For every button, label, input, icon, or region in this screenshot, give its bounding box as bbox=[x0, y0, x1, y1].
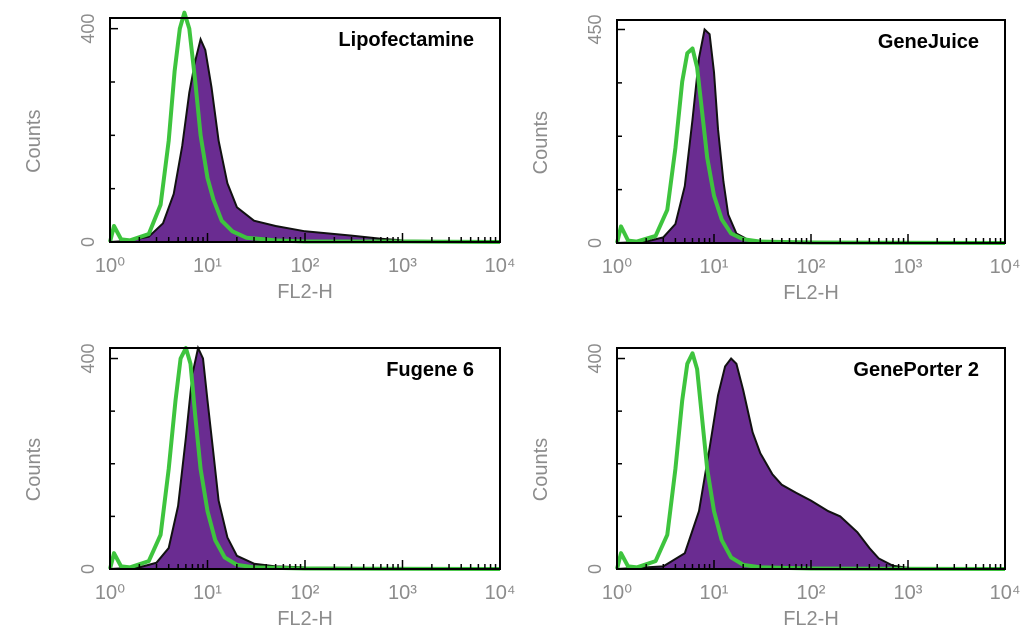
x-tick-label: 10² bbox=[291, 582, 320, 604]
x-axis-label: FL2-H bbox=[783, 608, 839, 630]
x-tick-label: 10³ bbox=[894, 256, 923, 278]
y-axis-label: Counts bbox=[23, 110, 45, 173]
x-axis-label: FL2-H bbox=[783, 282, 839, 304]
x-tick-label: 10¹ bbox=[193, 582, 222, 604]
x-tick-label: 10¹ bbox=[700, 582, 729, 604]
y-tick-label: 400 bbox=[78, 344, 98, 374]
y-axis-label: Counts bbox=[530, 438, 552, 501]
x-axis-label: FL2-H bbox=[277, 608, 333, 630]
x-tick-label: 10⁴ bbox=[990, 582, 1021, 604]
x-tick-label: 10¹ bbox=[700, 256, 729, 278]
histogram-panel-2: 0 450 10⁰ 10¹ 10² 10³ 10⁴ FL2-H Counts GeneJuice bbox=[530, 14, 1020, 304]
x-tick-label: 10⁰ bbox=[602, 582, 632, 604]
panel-title: GenePorter 2 bbox=[853, 359, 979, 381]
x-tick-label: 10³ bbox=[388, 582, 417, 604]
y-tick-label: 400 bbox=[78, 14, 98, 44]
y-axis-label: Counts bbox=[23, 438, 45, 501]
x-tick-label: 10¹ bbox=[193, 255, 222, 277]
y-tick-label: 0 bbox=[78, 237, 98, 247]
histogram-outline-series bbox=[615, 351, 1006, 571]
histogram-outline-series bbox=[615, 46, 1006, 245]
y-tick-label: 0 bbox=[585, 564, 605, 574]
x-tick-label: 10⁰ bbox=[95, 255, 125, 277]
x-tick-label: 10⁴ bbox=[485, 255, 516, 277]
histogram-panel-1: 0 400 10⁰ 10¹ 10² 10³ 10⁴ FL2-H Counts Lipofectam… bbox=[23, 10, 516, 303]
histogram-outline-series bbox=[108, 346, 501, 571]
panel-title: GeneJuice bbox=[878, 31, 979, 53]
y-tick-label: 0 bbox=[78, 564, 98, 574]
panel-title: Fugene 6 bbox=[386, 359, 474, 381]
histogram-panel-4: 0 400 10⁰ 10¹ 10² 10³ 10⁴ FL2-H Counts GenePorter… bbox=[530, 344, 1020, 630]
x-tick-label: 10⁴ bbox=[990, 256, 1021, 278]
x-tick-label: 10² bbox=[291, 255, 320, 277]
x-tick-label: 10² bbox=[797, 256, 826, 278]
x-tick-label: 10⁰ bbox=[602, 256, 632, 278]
y-tick-label: 450 bbox=[585, 14, 605, 44]
histogram-panel-3: 0 400 10⁰ 10¹ 10² 10³ 10⁴ FL2-H Counts Fugene 6 bbox=[23, 344, 515, 630]
x-tick-label: 10³ bbox=[388, 255, 417, 277]
y-tick-label: 0 bbox=[585, 238, 605, 248]
x-tick-label: 10⁰ bbox=[95, 582, 125, 604]
panel-title: Lipofectamine bbox=[338, 29, 474, 51]
x-tick-label: 10⁴ bbox=[485, 582, 516, 604]
y-axis-label: Counts bbox=[530, 111, 552, 174]
x-tick-label: 10³ bbox=[894, 582, 923, 604]
y-tick-label: 400 bbox=[585, 344, 605, 374]
x-tick-label: 10² bbox=[797, 582, 826, 604]
x-axis-label: FL2-H bbox=[277, 281, 333, 303]
